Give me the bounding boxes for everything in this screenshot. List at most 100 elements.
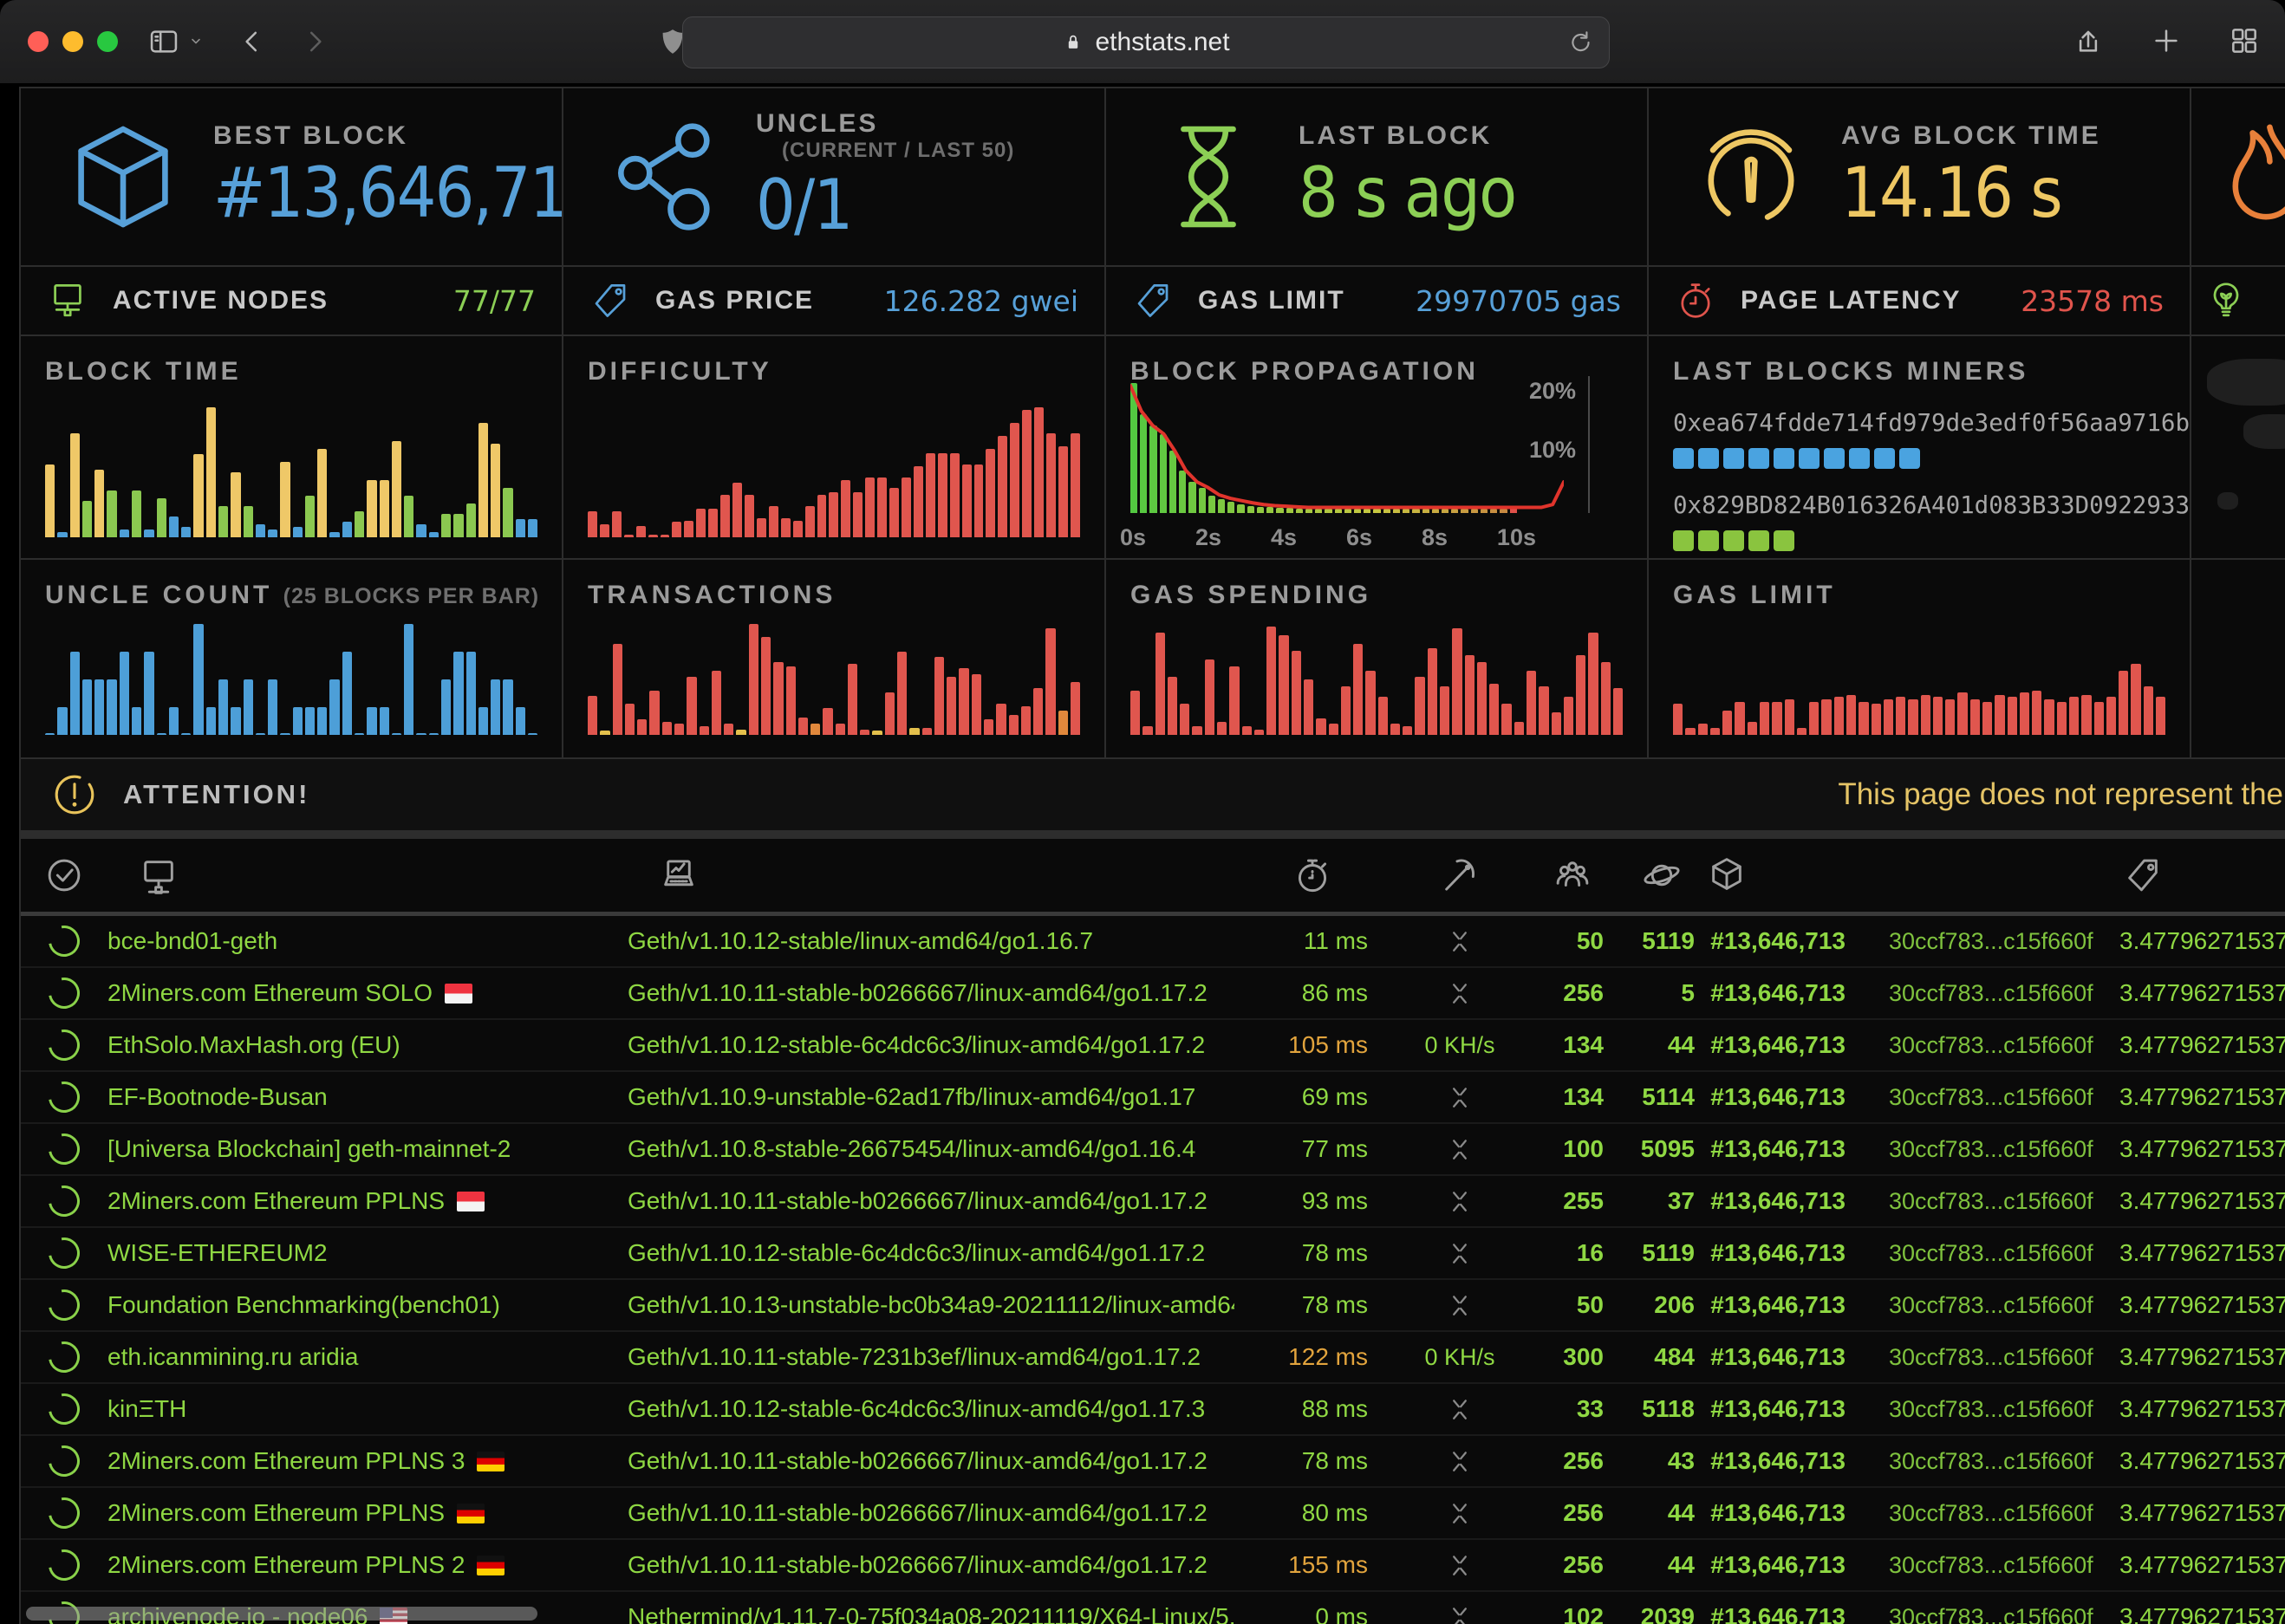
- privacy-shield-icon[interactable]: [656, 25, 689, 58]
- attention-bar: ATTENTION! This page does not represent …: [21, 759, 2285, 830]
- tab-overview-icon[interactable]: [2228, 24, 2261, 57]
- node-name[interactable]: EthSolo.MaxHash.org (EU): [107, 1031, 400, 1058]
- node-pending: 206: [1654, 1291, 1695, 1318]
- block-icon[interactable]: [1707, 855, 1747, 895]
- share-icon[interactable]: [2072, 24, 2105, 57]
- node-type: Geth/v1.10.11-stable-b0266667/linux-amd6…: [628, 1551, 1208, 1578]
- minimize-window-button[interactable]: [62, 31, 83, 52]
- node-type: Geth/v1.10.11-stable-b0266667/linux-amd6…: [628, 1447, 1208, 1474]
- node-latency: 122 ms: [1288, 1343, 1368, 1370]
- stat-uncles: UNCLES (CURRENT / LAST 50) 0/1: [563, 88, 1104, 265]
- stopwatch-icon: [1675, 280, 1716, 322]
- flag-de-icon: [477, 1556, 505, 1575]
- table-row[interactable]: 2Miners.com Ethereum PPLNS 3 Geth/v1.10.…: [21, 1436, 2285, 1488]
- node-pending: 2039: [1640, 1603, 1695, 1624]
- block-propagation-panel: BLOCK PROPAGATION 20% 10% 0s 2s 4s 6s 8s 10…: [1106, 336, 1647, 558]
- node-name[interactable]: Foundation Benchmarking(bench01): [107, 1291, 500, 1318]
- miner-address[interactable]: 0xea674fdde714fd979de3edf0f56aa9716b898e…: [1673, 409, 2190, 437]
- node-mining: [1390, 1498, 1529, 1528]
- node-last-block: #13,646,713: [1710, 1447, 1846, 1474]
- mining-icon[interactable]: [1440, 855, 1480, 895]
- node-name[interactable]: 2Miners.com Ethereum PPLNS: [107, 1499, 628, 1527]
- node-status-spinner: [42, 1445, 87, 1477]
- substat-label: PAGE LATENCY: [1741, 286, 1962, 315]
- node-latency: 69 ms: [1301, 1083, 1368, 1110]
- node-latency: 88 ms: [1301, 1395, 1368, 1422]
- node-name[interactable]: bce-bnd01-geth: [107, 927, 278, 954]
- node-pending: 37: [1667, 1187, 1695, 1214]
- back-button[interactable]: [236, 25, 269, 58]
- miner-entry: 0x829BD824B016326A401d083B33D092293333A8…: [1673, 490, 2190, 551]
- stat-label: AVG BLOCK TIME: [1841, 120, 2101, 150]
- ethstats-dashboard: BEST BLOCK #13,646,713 UNCLES (CURRENT /…: [19, 87, 2285, 1624]
- table-header-divider: [21, 912, 2285, 916]
- sidebar-toggle-icon[interactable]: [147, 25, 180, 58]
- reload-icon[interactable]: [1567, 29, 1595, 56]
- miner-address[interactable]: 0x829BD824B016326A401d083B33D092293333A8…: [1673, 491, 2190, 519]
- node-status-spinner: [42, 1134, 87, 1165]
- world-map-sliver: [2191, 336, 2285, 558]
- node-pending: 5119: [1642, 927, 1695, 954]
- table-row[interactable]: Foundation Benchmarking(bench01) Geth/v1…: [21, 1280, 2285, 1332]
- node-mining: [1390, 926, 1529, 956]
- node-latency: 80 ms: [1301, 1499, 1368, 1526]
- horizontal-scrollbar[interactable]: [26, 1607, 537, 1621]
- zoom-window-button[interactable]: [97, 31, 118, 52]
- node-last-block: #13,646,713: [1710, 1551, 1846, 1578]
- node-name[interactable]: [Universa Blockchain] geth-mainnet-2: [107, 1135, 511, 1162]
- node-status-spinner: [42, 1497, 87, 1529]
- node-pending: 44: [1667, 1499, 1695, 1526]
- total-difficulty-icon[interactable]: [2123, 855, 2163, 895]
- pending-icon[interactable]: [1642, 855, 1682, 895]
- table-row[interactable]: 2Miners.com Ethereum PPLNS Geth/v1.10.11…: [21, 1488, 2285, 1540]
- chevron-down-icon[interactable]: [186, 31, 206, 52]
- peers-icon[interactable]: [1553, 855, 1592, 895]
- node-total-difficulty: 3.477962715376051e+2: [2119, 1551, 2285, 1578]
- substat-label: ACTIVE NODES: [113, 286, 329, 315]
- table-row[interactable]: 2Miners.com Ethereum PPLNS Geth/v1.10.11…: [21, 1176, 2285, 1228]
- url-field[interactable]: ethstats.net: [682, 16, 1610, 68]
- node-mining: [1390, 1602, 1529, 1624]
- node-name[interactable]: EF-Bootnode-Busan: [107, 1083, 328, 1110]
- node-name[interactable]: 2Miners.com Ethereum PPLNS: [107, 1187, 628, 1215]
- forward-button[interactable]: [298, 25, 331, 58]
- stat-value: #13,646,713: [213, 152, 562, 233]
- node-name-icon[interactable]: [139, 855, 179, 895]
- y-axis-line: [1588, 376, 1590, 513]
- node-mining: [1390, 1238, 1529, 1268]
- latency-icon[interactable]: [1292, 855, 1332, 895]
- node-type: Geth/v1.10.11-stable-b0266667/linux-amd6…: [628, 1187, 1208, 1214]
- node-name[interactable]: 2Miners.com Ethereum PPLNS 3: [107, 1447, 628, 1475]
- stat-value: 8 s ago: [1299, 152, 1517, 233]
- node-pending: 5118: [1642, 1395, 1695, 1422]
- close-window-button[interactable]: [28, 31, 49, 52]
- node-mining: [1390, 1446, 1529, 1476]
- node-block-hash: 30ccf783...c15f660f: [1889, 1031, 2093, 1058]
- node-name[interactable]: kinΞTH: [107, 1395, 187, 1422]
- node-type-icon[interactable]: [659, 855, 699, 895]
- stat-last-block: LAST BLOCK 8 s ago: [1106, 88, 1647, 265]
- node-mining: [1390, 1550, 1529, 1580]
- status-check-icon[interactable]: [44, 855, 84, 895]
- table-row[interactable]: eth.icanmining.ru aridia Geth/v1.10.11-s…: [21, 1332, 2285, 1384]
- node-name[interactable]: eth.icanmining.ru aridia: [107, 1343, 359, 1370]
- table-row[interactable]: [Universa Blockchain] geth-mainnet-2 Get…: [21, 1124, 2285, 1176]
- node-type: Geth/v1.10.11-stable-b0266667/linux-amd6…: [628, 1499, 1208, 1526]
- table-row[interactable]: 2Miners.com Ethereum SOLO Geth/v1.10.11-…: [21, 968, 2285, 1020]
- table-row[interactable]: EthSolo.MaxHash.org (EU) Geth/v1.10.12-s…: [21, 1020, 2285, 1072]
- top-stats-row: BEST BLOCK #13,646,713 UNCLES (CURRENT /…: [21, 88, 2285, 265]
- table-row[interactable]: WISE-ETHEREUM2 Geth/v1.10.12-stable-6c4d…: [21, 1228, 2285, 1280]
- new-tab-icon[interactable]: [2150, 24, 2183, 57]
- node-name[interactable]: 2Miners.com Ethereum PPLNS 2: [107, 1551, 628, 1579]
- table-row[interactable]: kinΞTH Geth/v1.10.12-stable-6c4dc6c3/lin…: [21, 1384, 2285, 1436]
- node-name[interactable]: 2Miners.com Ethereum SOLO: [107, 979, 628, 1007]
- node-name[interactable]: WISE-ETHEREUM2: [107, 1239, 328, 1266]
- y-axis-labels: 20% 10%: [1528, 378, 1576, 463]
- table-row[interactable]: 2Miners.com Ethereum PPLNS 2 Geth/v1.10.…: [21, 1540, 2285, 1592]
- node-peers: 255: [1563, 1187, 1604, 1214]
- node-status-spinner: [42, 1186, 87, 1217]
- node-block-hash: 30ccf783...c15f660f: [1889, 1499, 2093, 1526]
- node-type: Geth/v1.10.12-stable-6c4dc6c3/linux-amd6…: [628, 1031, 1206, 1058]
- table-row[interactable]: EF-Bootnode-Busan Geth/v1.10.9-unstable-…: [21, 1072, 2285, 1124]
- table-row[interactable]: bce-bnd01-geth Geth/v1.10.12-stable/linu…: [21, 916, 2285, 968]
